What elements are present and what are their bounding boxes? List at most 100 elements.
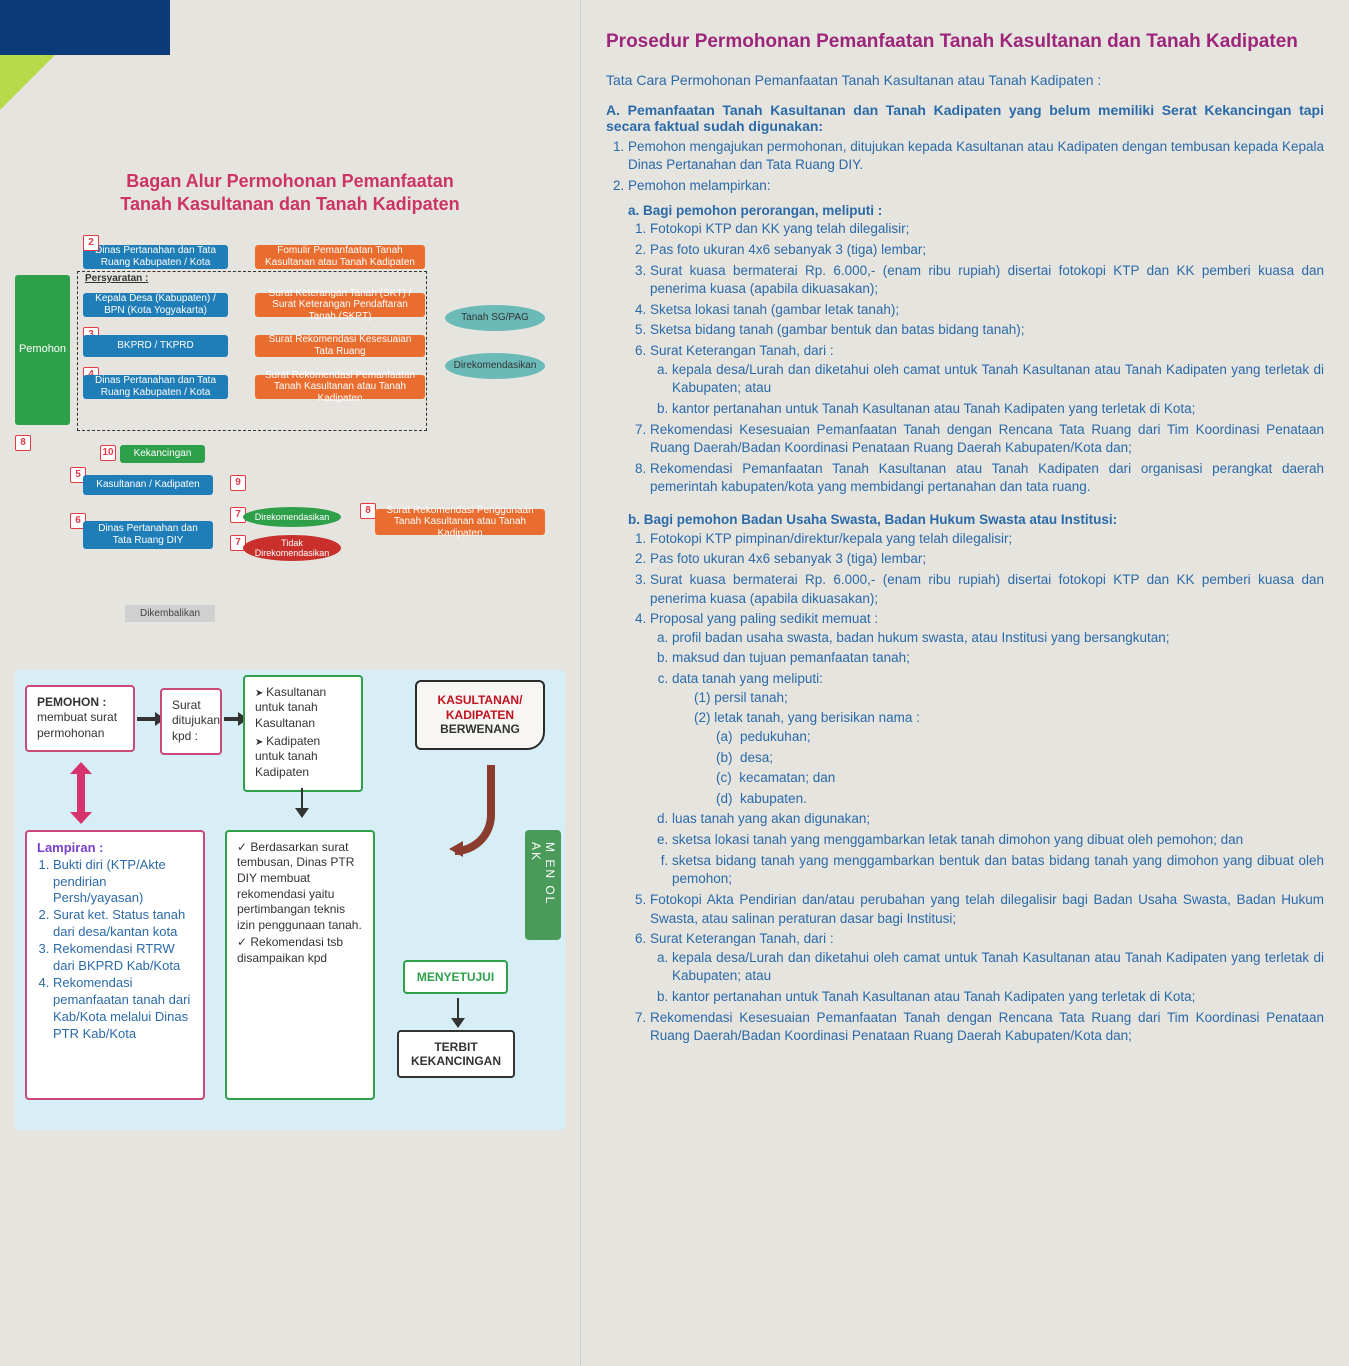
tembusan-2: Rekomendasi tsb disampaikan kpd <box>237 935 363 966</box>
a2b4-d: luas tanah yang akan digunakan; <box>672 810 1324 829</box>
a2b-2: Pas foto ukuran 4x6 sebanyak 3 (tiga) le… <box>650 550 1324 569</box>
a2b4-f: sketsa bidang tanah yang menggambarkan b… <box>672 852 1324 889</box>
a2b-6: Surat Keterangan Tanah, dari : kepala de… <box>650 930 1324 1007</box>
flowchart-title: Bagan Alur Permohonan Pemanfaatan Tanah … <box>15 170 565 217</box>
a2b-1: Fotokopi KTP pimpinan/direktur/kepala ya… <box>650 530 1324 549</box>
a2b4c2-a: (a) pedukuhan; <box>716 728 1324 747</box>
a2b4c2-c: (c) kecamatan; dan <box>716 769 1324 788</box>
berwenang-line2: BERWENANG <box>423 722 537 736</box>
row3-blue: BKPRD / TKPRD <box>83 335 228 357</box>
pemohon-surat-box: PEMOHON : membuat surat permohonan <box>25 685 135 752</box>
tembusan-box: Berdasarkan surat tembusan, Dinas PTR DI… <box>225 830 375 1100</box>
a2b4-c-sub: (1) persil tanah; (2) letak tanah, yang … <box>694 689 1324 809</box>
a2b-6-sub: kepala desa/Lurah dan diketahui oleh cam… <box>672 949 1324 1007</box>
a2a-6-text: Surat Keterangan Tanah, dari : <box>650 343 834 358</box>
lampiran-2: Surat ket. Status tanah dari desa/kantan… <box>53 907 193 941</box>
flowchart-bottom: PEMOHON : membuat surat permohonan Surat… <box>15 670 565 1130</box>
procedure-title: Prosedur Permohonan Pemanfaatan Tanah Ka… <box>606 30 1324 54</box>
oval-no: Tidak Direkomendasikan <box>243 535 341 561</box>
arrow-down-2 <box>451 998 465 1028</box>
a2a6-b: kantor pertanahan untuk Tanah Kasultanan… <box>672 400 1324 419</box>
a2b4c2-sub: (a) pedukuhan; (b) desa; (c) kecamatan; … <box>716 728 1324 809</box>
a2b-4: Proposal yang paling sedikit memuat : pr… <box>650 610 1324 889</box>
badge-8-right: 8 <box>360 503 376 519</box>
row4-blue: Dinas Pertanahan dan Tata Ruang Kabupate… <box>83 375 228 399</box>
a2b4-e: sketsa lokasi tanah yang menggambarkan l… <box>672 831 1324 850</box>
pemohon-surat-title: PEMOHON : <box>37 695 106 709</box>
badge-10: 10 <box>100 445 116 461</box>
row2-orange: Surat Keterangan Tanah (SKT) / Surat Ket… <box>255 293 425 317</box>
kasultanan-box: Kasultanan / Kadipaten <box>83 475 213 495</box>
a2a-4: Sketsa lokasi tanah (gambar letak tanah)… <box>650 301 1324 320</box>
lampiran-title: Lampiran : <box>37 840 193 857</box>
dikembalikan-label: Dikembalikan <box>125 605 215 622</box>
kekancingan-box: Kekancingan <box>120 445 205 463</box>
oval-ok: Direkomendasikan <box>243 507 341 527</box>
a-2: Pemohon melampirkan: a. Bagi pemohon per… <box>628 177 1324 1046</box>
row2-blue: Kepala Desa (Kabupaten) / BPN (Kota Yogy… <box>83 293 228 317</box>
a2b-4-sub: profil badan usaha swasta, badan hukum s… <box>672 629 1324 889</box>
lampiran-4: Rekomendasi pemanfaatan tanah dari Kab/K… <box>53 975 193 1043</box>
k-list-0: Kasultanan untuk tanah Kasultanan <box>255 685 351 732</box>
lampiran-box: Lampiran : Bukti diri (KTP/Akte pendiria… <box>25 830 205 1100</box>
a2a6-a: kepala desa/Lurah dan diketahui oleh cam… <box>672 361 1324 398</box>
a2a-5: Sketsa bidang tanah (gambar bentuk dan b… <box>650 321 1324 340</box>
lampiran-3: Rekomendasi RTRW dari BKPRD Kab/Kota <box>53 941 193 975</box>
a2b-6-text: Surat Keterangan Tanah, dari : <box>650 931 834 946</box>
section-a-heading: A. Pemanfaatan Tanah Kasultanan dan Tana… <box>606 102 1324 134</box>
right-panel: Prosedur Permohonan Pemanfaatan Tanah Ka… <box>580 0 1349 1366</box>
a-1: Pemohon mengajukan permohonan, ditujukan… <box>628 138 1324 175</box>
a2a-6: Surat Keterangan Tanah, dari : kepala de… <box>650 342 1324 419</box>
curve-arrow <box>455 765 495 855</box>
header-triangle <box>0 55 55 110</box>
berwenang-line1: KASULTANAN/ KADIPATEN <box>438 693 523 721</box>
a2b4-b: maksud dan tujuan pemanfaatan tanah; <box>672 649 1324 668</box>
a2b-5: Fotokopi Akta Pendirian dan/atau perubah… <box>650 891 1324 928</box>
oval-direkom: Direkomendasikan <box>445 353 545 379</box>
a2b-4-text: Proposal yang paling sedikit memuat : <box>650 611 878 626</box>
a2a-2: Pas foto ukuran 4x6 sebanyak 3 (tiga) le… <box>650 241 1324 260</box>
a2-a-list: Fotokopi KTP dan KK yang telah dilegalis… <box>650 220 1324 497</box>
row4-orange: Surat Rekomendasi Pemanfaatan Tanah Kasu… <box>255 375 425 399</box>
procedure-intro: Tata Cara Permohonan Pemanfaatan Tanah K… <box>606 72 1324 88</box>
badge-2: 2 <box>83 235 99 251</box>
a2a-7: Rekomendasi Kesesuaian Pemanfaatan Tanah… <box>650 421 1324 458</box>
brochure-spread: Bagan Alur Permohonan Pemanfaatan Tanah … <box>0 0 1349 1366</box>
a2a-8: Rekomendasi Pemanfaatan Tanah Kasultanan… <box>650 460 1324 497</box>
updown-arrow <box>70 762 92 824</box>
a2b4c-1: (1) persil tanah; <box>694 689 1324 708</box>
badge-9: 9 <box>230 475 246 491</box>
a2a-1: Fotokopi KTP dan KK yang telah dilegalis… <box>650 220 1324 239</box>
a2b4-c: data tanah yang meliputi: (1) persil tan… <box>672 670 1324 808</box>
pemohon-surat-body: membuat surat permohonan <box>37 710 117 740</box>
terbit-kekancingan-box: TERBIT KEKANCINGAN <box>397 1030 515 1078</box>
persyaratan-label: Persyaratan : <box>85 273 148 284</box>
a2-a-heading: a. Bagi pemohon perorangan, meliputi : <box>628 202 1324 221</box>
header-stripe <box>0 0 170 55</box>
tembusan-1: Berdasarkan surat tembusan, Dinas PTR DI… <box>237 840 363 934</box>
row1-orange: Fomulir Pemanfaatan Tanah Kasultanan ata… <box>255 245 425 269</box>
badge-8-left: 8 <box>15 435 31 451</box>
surat-rekomendasi-box: Surat Rekomendasi Penggunaan Tanah Kasul… <box>375 509 545 535</box>
a2b6-a: kepala desa/Lurah dan diketahui oleh cam… <box>672 949 1324 986</box>
arrow-down-1 <box>295 788 309 818</box>
row3-orange: Surat Rekomendasi Kesesuaian Tata Ruang <box>255 335 425 357</box>
menolak-box: M EN OL AK <box>525 830 561 940</box>
a2a-3: Surat kuasa bermaterai Rp. 6.000,- (enam… <box>650 262 1324 299</box>
a2b4-a: profil badan usaha swasta, badan hukum s… <box>672 629 1324 648</box>
a2b4c-2: (2) letak tanah, yang berisikan nama : (… <box>694 709 1324 808</box>
a2b4c2-b: (b) desa; <box>716 749 1324 768</box>
k-list-1: Kadipaten untuk tanah Kadipaten <box>255 734 351 781</box>
a2-b-list: Fotokopi KTP pimpinan/direktur/kepala ya… <box>650 530 1324 1046</box>
a2b4-c-text: data tanah yang meliputi: <box>672 671 823 686</box>
a2b4c2-d: (d) kabupaten. <box>716 790 1324 809</box>
menyetujui-box: MENYETUJUI <box>403 960 508 994</box>
flowchart-top: Pemohon Persyaratan : 1 Dinas Pertanahan… <box>15 235 565 645</box>
a-2-text: Pemohon melampirkan: <box>628 178 771 193</box>
pemohon-box: Pemohon <box>15 275 70 425</box>
kasultanan-kadipaten-list: Kasultanan untuk tanah Kasultanan Kadipa… <box>243 675 363 793</box>
lampiran-1: Bukti diri (KTP/Akte pendirian Persh/yay… <box>53 857 193 908</box>
a2b-7: Rekomendasi Kesesuaian Pemanfaatan Tanah… <box>650 1009 1324 1046</box>
row1-blue: Dinas Pertanahan dan Tata Ruang Kabupate… <box>83 245 228 269</box>
a2b-3: Surat kuasa bermaterai Rp. 6.000,- (enam… <box>650 571 1324 608</box>
